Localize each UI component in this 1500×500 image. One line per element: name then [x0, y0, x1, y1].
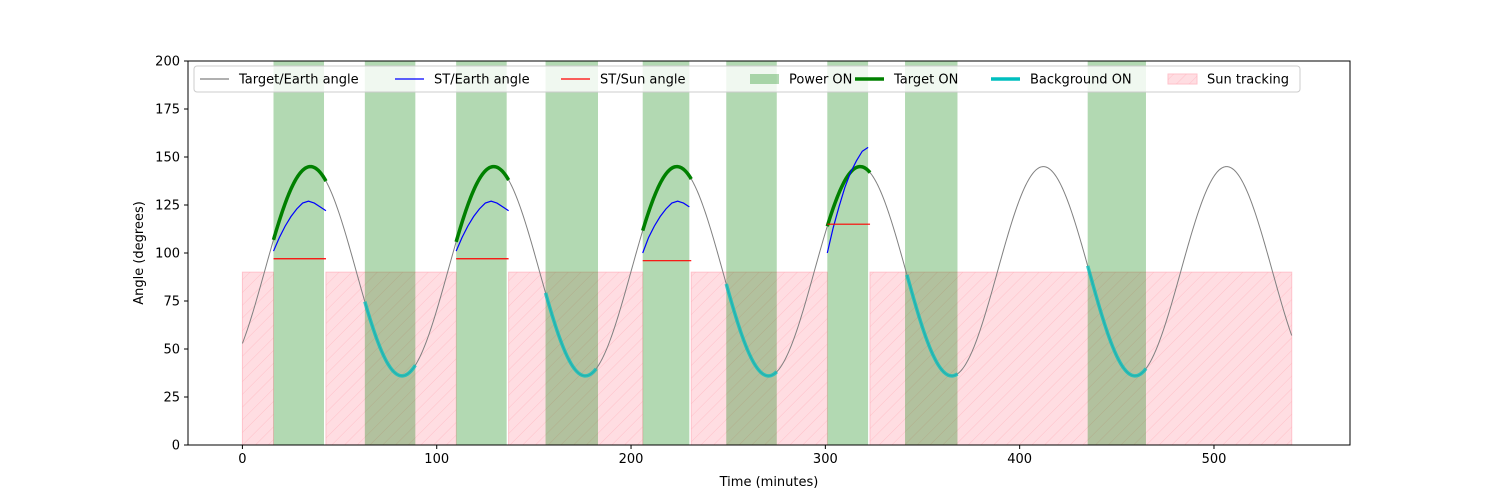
sun-tracking-hatch [325, 272, 457, 445]
target-on-segment [641, 164, 693, 232]
sun-tracking-hatch [691, 272, 828, 445]
legend-label: ST/Earth angle [434, 73, 530, 88]
legend-label: Target ON [893, 73, 958, 88]
power-on-span [545, 61, 599, 445]
target-on-segment [454, 164, 511, 243]
background-on-segment [363, 301, 417, 378]
y-tick-label: 125 [155, 199, 180, 214]
target-on-segment [825, 164, 872, 227]
x-tick-label: 200 [619, 452, 644, 467]
x-axis: 0 100 200 300 400 500 [238, 445, 1226, 467]
legend-frame [193, 65, 1301, 93]
legend: Target/Earth angle ST/Earth angle ST/Sun a… [193, 65, 1301, 93]
power-on-span [726, 61, 777, 445]
target-on-segment [271, 164, 328, 241]
x-tick-label: 100 [424, 452, 449, 467]
legend-label: Sun tracking [1207, 73, 1289, 88]
sun-tracking-hatch [508, 272, 643, 445]
legend-swatch-hatch [1168, 74, 1197, 84]
background-on-segment [905, 274, 959, 378]
y-tick-label: 0 [172, 439, 180, 454]
legend-label: Power ON [789, 73, 852, 88]
y-axis: 0 25 50 75 100 125 150 175 200 [155, 55, 188, 454]
y-tick-label: 100 [155, 247, 180, 262]
x-tick-label: 0 [238, 452, 246, 467]
y-tick-label: 200 [155, 55, 180, 70]
st-earth-line [455, 200, 509, 252]
power-on-span [1087, 61, 1146, 445]
sun-tracking-hatch [870, 272, 1292, 445]
y-axis-label: Angle (degrees) [132, 201, 147, 305]
st-sun-layer [273, 223, 871, 262]
power-on-layer [273, 61, 1146, 445]
legend-label: Background ON [1030, 73, 1132, 88]
y-tick-label: 25 [163, 391, 180, 406]
power-on-span [827, 61, 869, 445]
power-on-span [456, 61, 507, 445]
target-on-layer [271, 164, 872, 243]
background-on-layer [363, 265, 1148, 378]
x-axis-label: Time (minutes) [719, 475, 819, 490]
background-on-segment [543, 292, 598, 378]
x-tick-label: 400 [1007, 452, 1032, 467]
power-on-span [905, 61, 958, 445]
legend-label: Target/Earth angle [238, 73, 359, 88]
y-tick-label: 75 [163, 295, 180, 310]
y-tick-label: 50 [163, 343, 180, 358]
background-on-segment [724, 283, 778, 378]
y-tick-label: 150 [155, 151, 180, 166]
sun-tracking-hatch [242, 272, 274, 445]
power-on-span [273, 61, 325, 445]
y-tick-label: 175 [155, 103, 180, 118]
power-on-span [364, 61, 416, 445]
x-tick-label: 500 [1202, 452, 1227, 467]
x-tick-label: 300 [813, 452, 838, 467]
background-on-segment [1085, 265, 1148, 378]
legend-swatch [750, 74, 779, 84]
legend-label: ST/Sun angle [600, 73, 686, 88]
power-on-span [642, 61, 690, 445]
st-earth-line [642, 200, 690, 254]
sun-tracking-layer [241, 271, 1293, 445]
st-earth-line [272, 200, 327, 252]
